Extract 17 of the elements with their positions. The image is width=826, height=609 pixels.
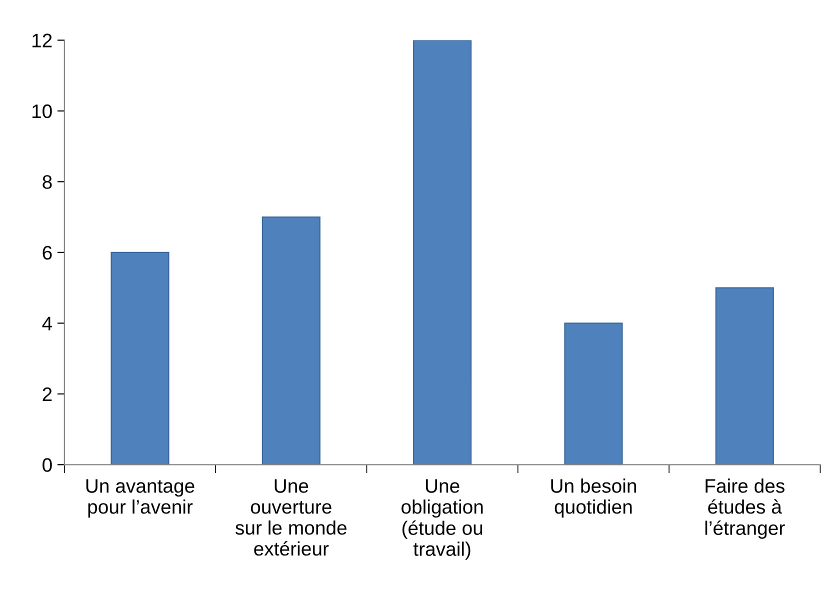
y-tick-label: 6 xyxy=(42,246,52,260)
x-tick-label: Un besoin quotidien xyxy=(551,478,636,518)
bar xyxy=(262,216,320,465)
bar xyxy=(110,252,170,465)
y-tick-label: 0 xyxy=(42,458,52,472)
y-tick-label: 8 xyxy=(42,175,52,189)
y-tick-label: 4 xyxy=(42,316,52,330)
x-tick-label: Une obligation (étude ou travail) xyxy=(402,479,483,560)
x-tick-label: Faire des études à l’étranger xyxy=(705,478,785,539)
y-tick-label: 12 xyxy=(32,34,52,48)
bar xyxy=(413,40,472,465)
x-tick-label: Un avantage pour l’avenir xyxy=(86,479,194,518)
y-tick-label: 2 xyxy=(42,387,52,401)
bar xyxy=(715,287,774,465)
y-tick-label: 10 xyxy=(32,104,52,118)
x-tick-label: Une ouverture sur le monde extérieur xyxy=(236,479,347,556)
bar xyxy=(564,322,623,465)
